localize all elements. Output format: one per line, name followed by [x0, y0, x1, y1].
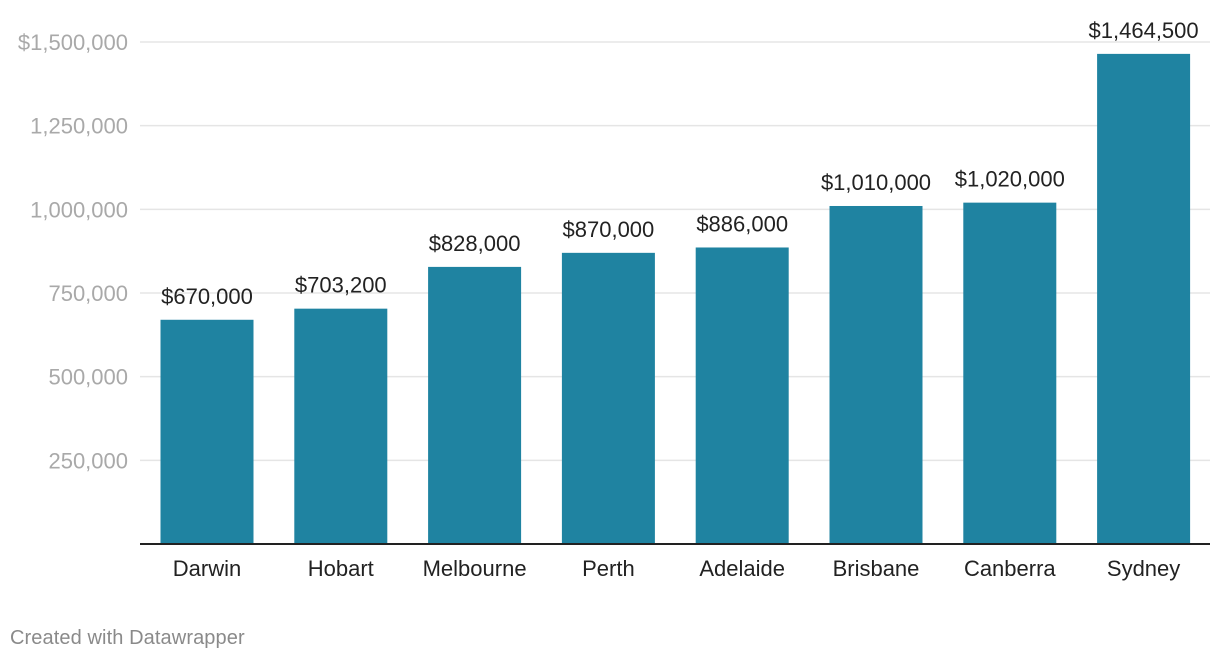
x-category-label: Hobart	[308, 556, 374, 581]
bar	[695, 247, 789, 544]
bar	[294, 308, 388, 544]
y-tick-label: 250,000	[48, 448, 128, 473]
x-category-label: Perth	[582, 556, 635, 581]
y-tick-label: 1,000,000	[30, 197, 128, 222]
bar-value-label: $1,464,500	[1089, 18, 1199, 43]
x-category-label: Melbourne	[423, 556, 527, 581]
bar-value-label: $703,200	[295, 273, 387, 298]
bar-value-label: $828,000	[429, 231, 521, 256]
y-tick-label: $1,500,000	[18, 30, 128, 55]
bar	[963, 202, 1057, 544]
footer-credit: Created with Datawrapper	[10, 627, 245, 649]
x-axis-category-labels: Darwin Hobart Melbourne Perth Adelaide Brisba…	[173, 556, 1181, 581]
y-tick-label: 500,000	[48, 365, 128, 390]
bar-value-label: $886,000	[696, 211, 788, 236]
x-category-label: Sydney	[1107, 556, 1180, 581]
y-tick-label: 750,000	[48, 281, 128, 306]
x-category-label: Adelaide	[699, 556, 785, 581]
y-axis-tick-labels: 250,000 500,000 750,000 1,000,000 1,250,000 $…	[18, 30, 128, 473]
bar-value-label: $1,020,000	[955, 167, 1065, 192]
x-category-label: Canberra	[964, 556, 1056, 581]
bar	[1097, 53, 1191, 544]
bar	[428, 266, 522, 544]
x-category-label: Darwin	[173, 556, 241, 581]
bar-value-label: $670,000	[161, 284, 253, 309]
bar	[829, 205, 923, 544]
bar-value-label: $1,010,000	[821, 170, 931, 195]
bars	[160, 53, 1191, 544]
x-category-label: Brisbane	[833, 556, 920, 581]
bar	[160, 319, 254, 544]
bar-value-label: $870,000	[563, 217, 655, 242]
bar	[561, 252, 655, 544]
y-tick-label: 1,250,000	[30, 114, 128, 139]
bar-value-labels: $670,000 $703,200 $828,000 $870,000 $886,000…	[161, 18, 1199, 309]
